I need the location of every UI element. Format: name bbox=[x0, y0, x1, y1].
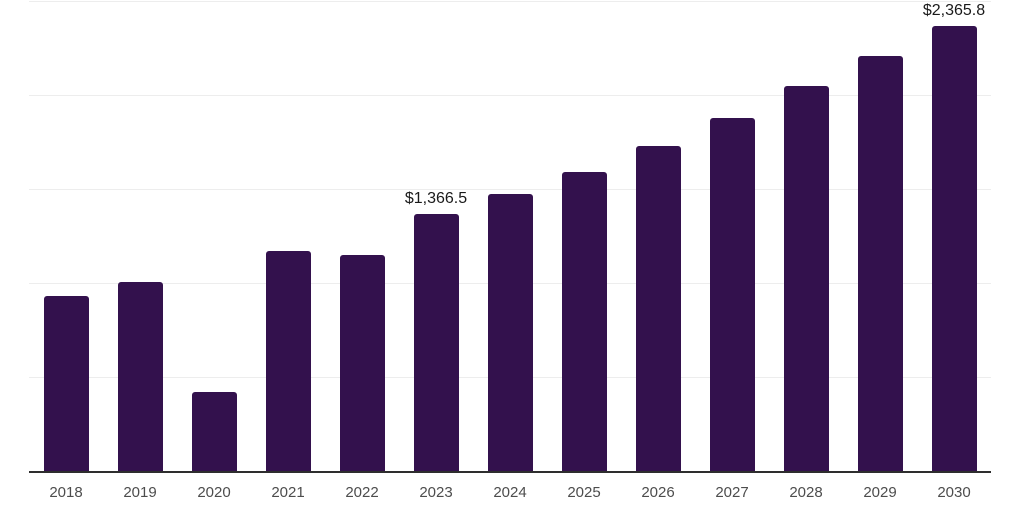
data-label-2023: $1,366.5 bbox=[404, 190, 468, 208]
bar-2025 bbox=[561, 172, 607, 471]
x-tick-2026: 2026 bbox=[641, 484, 675, 501]
bar-2019 bbox=[117, 282, 163, 471]
bar-2020 bbox=[191, 392, 237, 471]
band-2028 bbox=[769, 1, 843, 471]
bar-2026 bbox=[635, 145, 681, 471]
band-2023: $1,366.5 bbox=[399, 1, 473, 471]
bar-2024 bbox=[487, 193, 533, 471]
band-2021 bbox=[251, 1, 325, 471]
bar-2029 bbox=[857, 55, 903, 471]
band-2030: $2,365.8 bbox=[917, 1, 991, 471]
x-tick-2019: 2019 bbox=[123, 484, 157, 501]
x-tick-2024: 2024 bbox=[493, 484, 527, 501]
bar-2018 bbox=[43, 296, 89, 471]
data-label-2030: $2,365.8 bbox=[922, 2, 986, 20]
x-tick-2020: 2020 bbox=[197, 484, 231, 501]
x-axis-labels: 2018 2019 2020 2021 2022 2023 2024 2025 2026 2027… bbox=[29, 485, 991, 500]
x-tick-2030: 2030 bbox=[937, 484, 971, 501]
x-tick-2021: 2021 bbox=[271, 484, 305, 501]
x-tick-2018: 2018 bbox=[49, 484, 83, 501]
plot-area: $1,366.5 $2,365.8 bbox=[29, 1, 991, 471]
gridline-2500 bbox=[29, 1, 991, 2]
bar-series: $1,366.5 $2,365.8 bbox=[29, 1, 991, 471]
x-tick-2027: 2027 bbox=[715, 484, 749, 501]
band-2027 bbox=[695, 1, 769, 471]
band-2019 bbox=[103, 1, 177, 471]
bar-2021 bbox=[265, 251, 311, 471]
bar-2028 bbox=[783, 85, 829, 471]
x-tick-2028: 2028 bbox=[789, 484, 823, 501]
band-2020 bbox=[177, 1, 251, 471]
band-2026 bbox=[621, 1, 695, 471]
x-tick-2025: 2025 bbox=[567, 484, 601, 501]
bar-2022 bbox=[339, 254, 385, 471]
x-axis-line bbox=[29, 471, 991, 473]
x-tick-2022: 2022 bbox=[345, 484, 379, 501]
band-2029 bbox=[843, 1, 917, 471]
bar-2023 bbox=[413, 214, 459, 471]
band-2022 bbox=[325, 1, 399, 471]
x-tick-2029: 2029 bbox=[863, 484, 897, 501]
gridline-2000 bbox=[29, 95, 991, 96]
band-2024 bbox=[473, 1, 547, 471]
bar-2027 bbox=[709, 117, 755, 471]
band-2018 bbox=[29, 1, 103, 471]
gridline-1500 bbox=[29, 189, 991, 190]
bar-2030 bbox=[931, 26, 977, 471]
band-2025 bbox=[547, 1, 621, 471]
x-tick-2023: 2023 bbox=[419, 484, 453, 501]
